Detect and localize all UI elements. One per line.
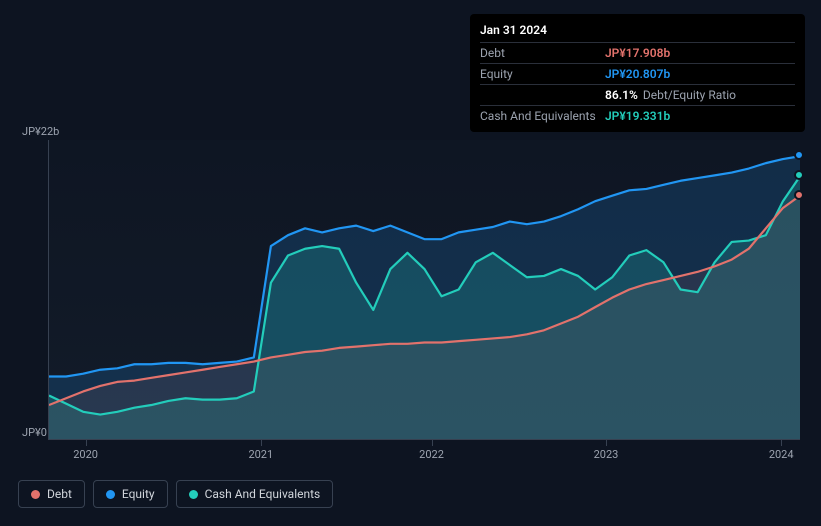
chart-plot-area[interactable] (48, 140, 800, 440)
legend-item-equity[interactable]: Equity (93, 480, 168, 508)
tooltip-row-equity: Equity JP¥20.807b (480, 64, 795, 85)
x-tick (86, 440, 87, 446)
tooltip-label (480, 88, 605, 102)
x-tick (606, 440, 607, 446)
x-axis-label: 2023 (594, 448, 619, 461)
tooltip-ratio-label: Debt/Equity Ratio (643, 88, 736, 102)
x-tick (781, 440, 782, 446)
tooltip-value: JP¥19.331b (605, 109, 670, 123)
x-axis-label: 2024 (769, 448, 794, 461)
tooltip-label: Debt (480, 46, 605, 60)
chart-legend: Debt Equity Cash And Equivalents (18, 480, 333, 508)
end-marker-debt (794, 190, 804, 200)
legend-dot-icon (189, 490, 198, 499)
end-marker-cash (794, 170, 804, 180)
x-axis-label: 2022 (419, 448, 444, 461)
tooltip-date: Jan 31 2024 (480, 20, 795, 43)
legend-label: Cash And Equivalents (205, 487, 321, 501)
tooltip-row-debt: Debt JP¥17.908b (480, 43, 795, 64)
tooltip-value: JP¥20.807b (605, 67, 670, 81)
end-marker-equity (794, 150, 804, 160)
legend-item-debt[interactable]: Debt (18, 480, 85, 508)
x-axis-label: 2020 (73, 448, 98, 461)
chart-svg (49, 140, 800, 439)
tooltip-row-cash: Cash And Equivalents JP¥19.331b (480, 106, 795, 126)
y-axis-label-top: JP¥22b (22, 125, 59, 138)
legend-label: Debt (47, 487, 72, 501)
x-axis-label: 2021 (248, 448, 273, 461)
tooltip-label: Equity (480, 67, 605, 81)
legend-label: Equity (122, 487, 155, 501)
legend-item-cash[interactable]: Cash And Equivalents (176, 480, 334, 508)
tooltip-row-ratio: 86.1% Debt/Equity Ratio (480, 85, 795, 106)
x-tick (432, 440, 433, 446)
tooltip-value: JP¥17.908b (605, 46, 670, 60)
legend-dot-icon (31, 490, 40, 499)
legend-dot-icon (106, 490, 115, 499)
y-axis-label-bottom: JP¥0 (22, 426, 47, 439)
tooltip-ratio-pct: 86.1% (605, 88, 638, 102)
tooltip-label: Cash And Equivalents (480, 109, 605, 123)
x-tick (261, 440, 262, 446)
chart-tooltip: Jan 31 2024 Debt JP¥17.908b Equity JP¥20… (470, 14, 805, 132)
x-axis-labels: 2020 2021 2022 2023 2024 (48, 444, 800, 464)
